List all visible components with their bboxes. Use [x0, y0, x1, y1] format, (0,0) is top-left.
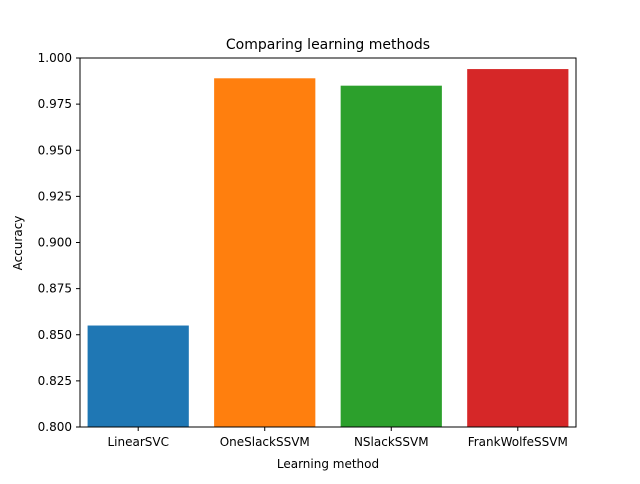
bar-linearsvc: [87, 325, 189, 427]
x-tick-label: OneSlackSSVM: [220, 435, 310, 449]
y-axis-label: Accuracy: [11, 216, 25, 271]
bar-oneslackssvm: [214, 78, 316, 428]
y-tick-label: 0.825: [38, 374, 72, 388]
x-tick-label: NSlackSSVM: [354, 435, 429, 449]
y-tick-label: 0.950: [38, 143, 72, 157]
y-tick-label: 0.975: [38, 97, 72, 111]
plot-frame: [79, 57, 577, 428]
y-tick-label: 0.875: [38, 282, 72, 296]
y-tick-label: 1.000: [38, 51, 72, 65]
y-tick-label: 0.800: [38, 420, 72, 434]
x-tick-label: LinearSVC: [107, 435, 169, 449]
y-tick-label: 0.900: [38, 236, 72, 250]
y-tick-label: 0.850: [38, 328, 72, 342]
bar-nslackssvm: [340, 85, 442, 428]
y-axis: 0.800 0.825 0.850 0.875 0.900 0.925 0.950 0.975…: [38, 51, 80, 434]
y-tick-label: 0.925: [38, 189, 72, 203]
x-axis-label: Learning method: [277, 457, 379, 471]
chart-title: Comparing learning methods: [226, 37, 430, 53]
bars-group: [87, 69, 569, 428]
x-axis: LinearSVC OneSlackSSVM NSlackSSVM FrankWolf…: [107, 427, 568, 449]
x-tick-label: FrankWolfeSSVM: [468, 435, 568, 449]
bar-frankwolfessvm: [467, 69, 569, 427]
